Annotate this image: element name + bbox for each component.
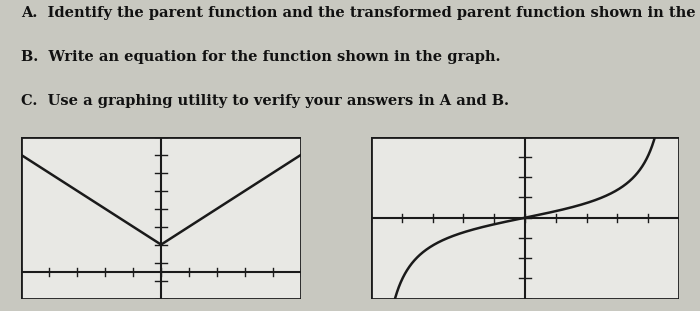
- Text: A.  Identify the parent function and the transformed parent function shown in th: A. Identify the parent function and the …: [21, 6, 700, 20]
- Text: B.  Write an equation for the function shown in the graph.: B. Write an equation for the function sh…: [21, 50, 500, 64]
- Text: C.  Use a graphing utility to verify your answers in A and B.: C. Use a graphing utility to verify your…: [21, 95, 509, 109]
